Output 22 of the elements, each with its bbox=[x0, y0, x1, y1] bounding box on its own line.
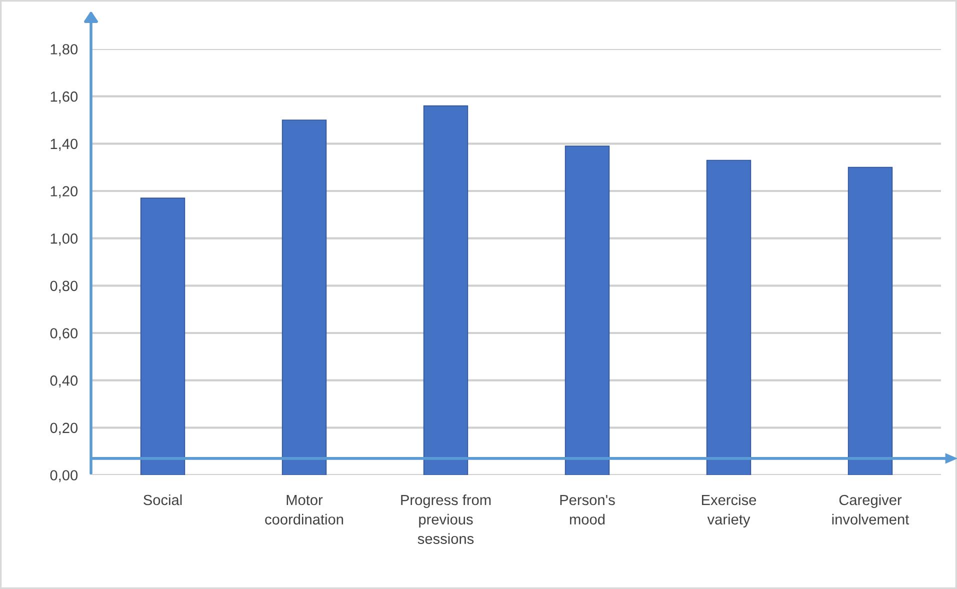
y-tick-label: 1,20 bbox=[50, 186, 78, 198]
y-tick-label: 1,80 bbox=[50, 44, 78, 56]
y-tick-label: 0,80 bbox=[50, 280, 78, 293]
y-tick-label: 1,00 bbox=[50, 233, 78, 246]
bar bbox=[848, 166, 893, 475]
bar bbox=[564, 146, 610, 475]
x-tick-label: Caregiver involvement bbox=[832, 494, 910, 525]
x-tick-label: Motor coordination bbox=[265, 494, 344, 525]
y-tick-label: 0,60 bbox=[50, 328, 78, 340]
y-tick-label: 0,40 bbox=[50, 375, 78, 388]
bar bbox=[706, 160, 752, 475]
y-tick-label: 1,60 bbox=[50, 91, 78, 104]
y-tick-label: 1,40 bbox=[50, 138, 78, 151]
bar bbox=[423, 105, 468, 475]
y-tick-label: 0,00 bbox=[50, 470, 78, 482]
bar bbox=[140, 198, 186, 475]
x-tick-label: Progress from previous sessions bbox=[401, 494, 491, 544]
bar bbox=[282, 120, 327, 475]
x-tick-label: Person's mood bbox=[560, 494, 615, 525]
x-tick-label: Exercise variety bbox=[702, 494, 756, 528]
y-tick-label: 0,20 bbox=[50, 422, 78, 435]
x-tick-label: Social bbox=[144, 494, 182, 506]
